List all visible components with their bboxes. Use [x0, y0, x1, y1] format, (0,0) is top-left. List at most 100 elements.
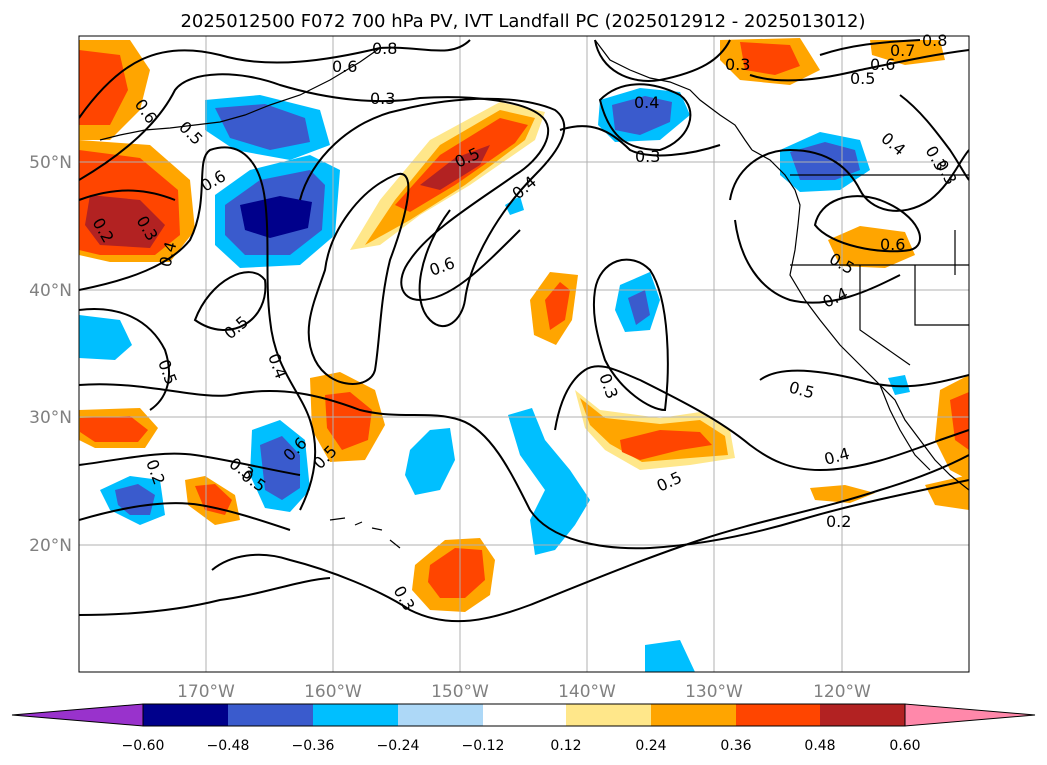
contour-line — [813, 195, 921, 253]
contour-line — [598, 83, 692, 152]
contour-line — [79, 383, 969, 550]
contour-line — [211, 454, 969, 623]
contour-line — [749, 49, 969, 82]
colorbar-tick-label: 0.48 — [804, 738, 835, 754]
contour-line — [559, 125, 721, 157]
colorbar-bin — [228, 704, 313, 726]
contour-label: 0.7 — [890, 41, 915, 60]
pv-contours — [79, 39, 969, 623]
cold-core-central-b — [628, 290, 650, 325]
coastlines — [99, 39, 969, 549]
colorbar-tick-label: 0.24 — [635, 738, 666, 754]
latitude-labels: 50°N 40°N 30°N 20°N — [29, 153, 72, 556]
contour-line — [899, 94, 969, 181]
contour-line — [759, 369, 969, 388]
map-panel: 0.8 0.6 0.3 0.6 0.5 0.6 0.2 0.3 0.4 0.3 … — [78, 31, 970, 673]
colorbar-tick-label: 0.36 — [720, 738, 751, 754]
cold-core-a — [215, 104, 310, 150]
colorbar-frame — [142, 703, 906, 727]
colorbar-bin — [736, 704, 820, 726]
cold-core-ssw — [115, 484, 155, 515]
alaska-coast — [594, 39, 753, 151]
colorbar-bin — [483, 704, 566, 726]
lon-label-170w: 170°W — [177, 682, 235, 702]
longitude-labels: 170°W 160°W 150°W 140°W 130°W 120°W — [177, 682, 871, 702]
warm-core-central-a — [545, 282, 570, 330]
contour-line — [299, 97, 566, 327]
contour-label: 0.3 — [370, 89, 395, 108]
cold-core-sw — [260, 436, 300, 500]
contour-line — [79, 308, 170, 411]
colorbar-tick-label: −0.60 — [122, 738, 165, 754]
state-borders — [790, 230, 969, 366]
colorbar-bin — [398, 704, 483, 726]
contour-line — [79, 39, 471, 119]
contour-line — [79, 502, 291, 531]
warm-core-ne — [740, 42, 800, 75]
warm-core-wsub — [80, 416, 148, 442]
warm-band-core — [620, 430, 712, 460]
colorbar-tick-label: −0.48 — [207, 738, 250, 754]
colorbar-tick-label: −0.24 — [377, 738, 420, 754]
contour-line — [554, 365, 969, 472]
lon-label-130w: 130°W — [685, 682, 743, 702]
contour-line — [193, 271, 267, 331]
map-frame — [78, 35, 970, 673]
colorbar-extend-high — [904, 703, 1036, 727]
cold-region-bottom — [645, 640, 695, 672]
colorbar-tick-label: −0.36 — [292, 738, 335, 754]
colorbar-tick-label: 0.12 — [550, 738, 581, 754]
contour-line — [729, 148, 969, 212]
contour-label: 0.3 — [635, 147, 660, 166]
colorbar-bin — [651, 704, 736, 726]
colorbar-ticks: −0.60 −0.48 −0.36 −0.24 −0.12 0.12 0.24 … — [122, 738, 921, 754]
us-west-coast — [789, 224, 969, 491]
contour-line — [79, 189, 176, 201]
contour-line — [594, 39, 731, 82]
contour-line — [79, 452, 301, 476]
cold-region-wedge — [79, 315, 132, 360]
lon-label-140w: 140°W — [558, 682, 616, 702]
colorbar-extend-low — [11, 703, 144, 727]
contour-label: 0.4 — [634, 93, 659, 112]
contour-line — [307, 172, 410, 385]
warm-region-ne2 — [870, 40, 945, 65]
warm-core-ssw — [195, 484, 232, 515]
contour-line — [79, 577, 331, 616]
contour-label: 0.6 — [880, 235, 905, 254]
graticule — [79, 36, 969, 672]
contour-label: 0.6 — [870, 55, 895, 74]
lon-label-160w: 160°W — [304, 682, 362, 702]
colorbar-bin — [820, 704, 905, 726]
warm-core-w — [85, 195, 165, 248]
lat-label-30n: 30°N — [29, 408, 72, 428]
contour-line — [734, 219, 901, 304]
cold-core-alaska — [612, 96, 672, 135]
contour-label: 0.2 — [826, 512, 851, 531]
lat-label-20n: 20°N — [29, 536, 72, 556]
cold-region-socal — [888, 375, 910, 395]
contour-line — [592, 258, 669, 412]
warm-core-s — [325, 392, 372, 450]
colorbar-bin — [566, 704, 651, 726]
cold-streak-south — [508, 408, 590, 555]
lat-label-50n: 50°N — [29, 153, 72, 173]
contour-line — [79, 73, 550, 302]
colorbar: −0.60 −0.48 −0.36 −0.24 −0.12 0.12 0.24 … — [11, 703, 1036, 754]
colorbar-tick-label: 0.60 — [889, 738, 920, 754]
aleutian-islands — [99, 47, 381, 141]
warm-region-mx — [925, 475, 969, 510]
figure-title: 2025012500 F072 700 hPa PV, IVT Landfall… — [180, 11, 865, 32]
colorbar-bin — [313, 704, 398, 726]
cold-core-b — [240, 196, 312, 238]
lon-label-150w: 150°W — [431, 682, 489, 702]
contour-label: 0.8 — [922, 31, 947, 50]
contour-line — [819, 39, 921, 56]
warm-streak-core — [420, 145, 490, 190]
colorbar-tick-label: −0.12 — [462, 738, 505, 754]
colorbar-bin — [143, 704, 228, 726]
lon-label-120w: 120°W — [813, 682, 871, 702]
bc-coast — [751, 149, 801, 226]
cold-region-south-b — [405, 428, 455, 495]
